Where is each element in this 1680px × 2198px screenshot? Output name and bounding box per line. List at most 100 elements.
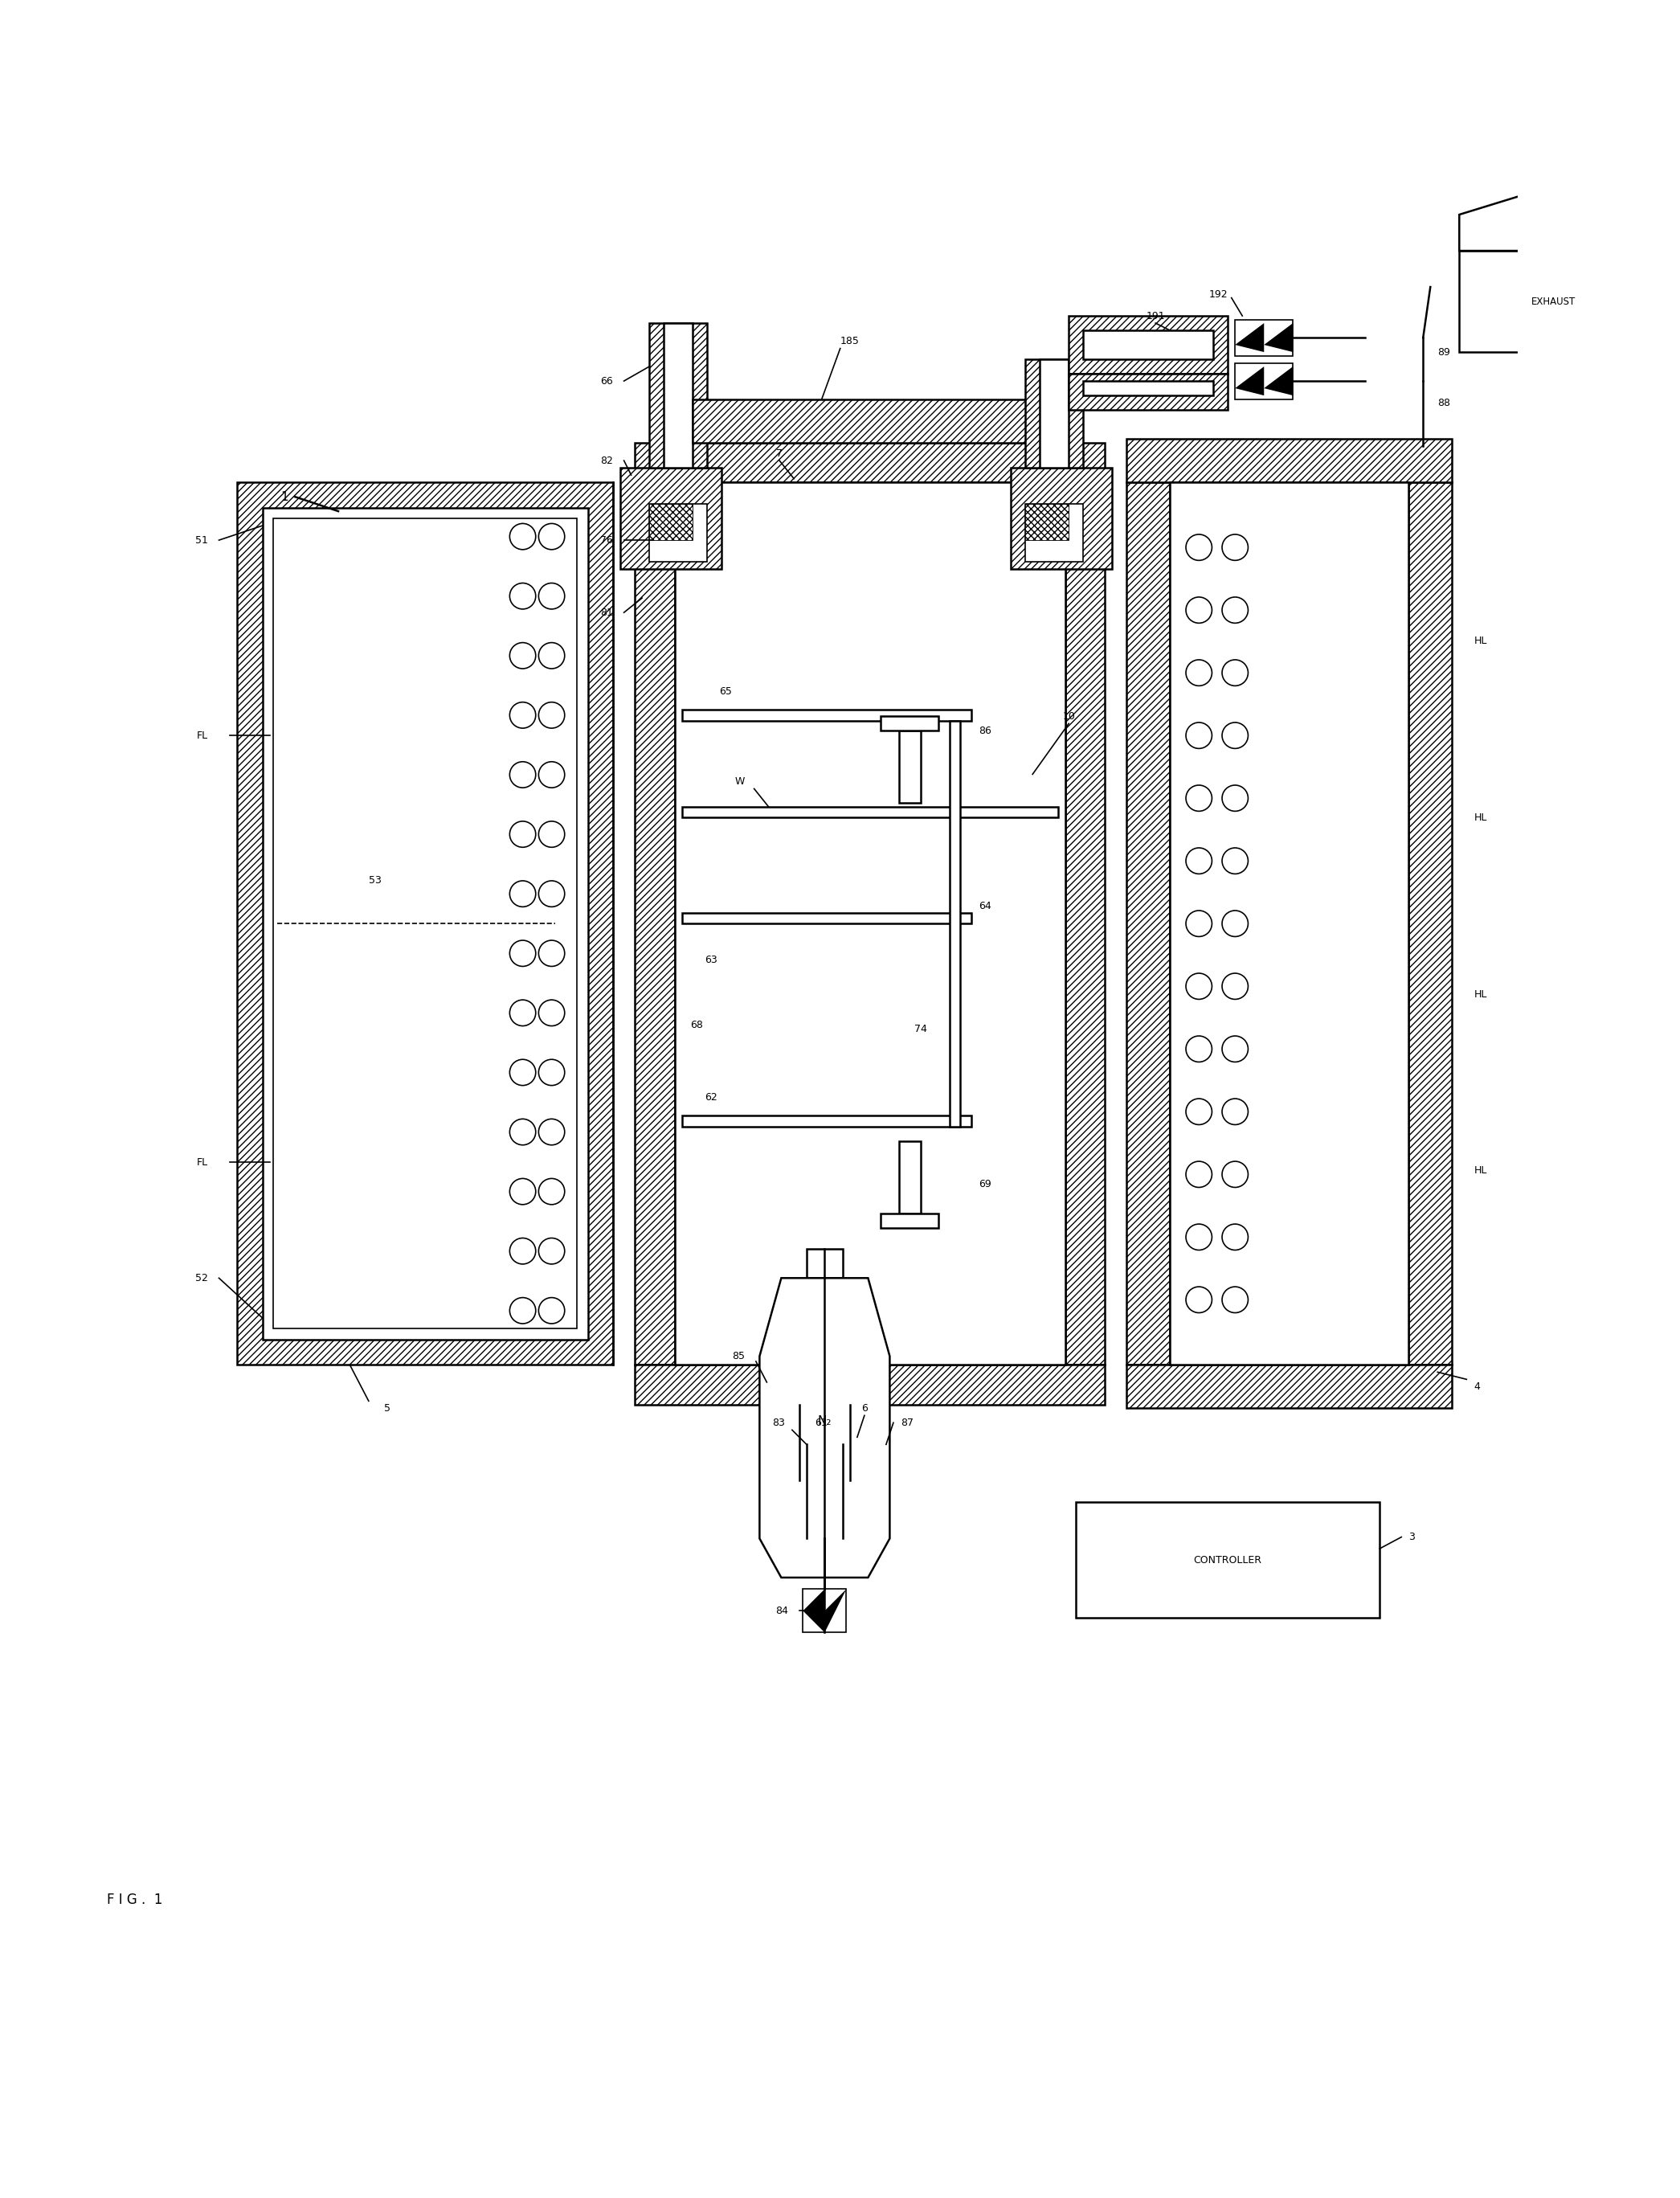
Circle shape xyxy=(509,1000,536,1026)
Circle shape xyxy=(1221,534,1248,560)
Circle shape xyxy=(539,1178,564,1205)
Circle shape xyxy=(509,642,536,668)
Circle shape xyxy=(1221,1224,1248,1251)
Circle shape xyxy=(539,881,564,908)
Text: 66: 66 xyxy=(600,376,613,387)
Text: 5: 5 xyxy=(385,1402,391,1413)
Text: 192: 192 xyxy=(1210,288,1228,299)
Bar xyxy=(1068,374,1228,411)
Text: 51: 51 xyxy=(195,534,208,545)
Text: 85: 85 xyxy=(732,1352,746,1361)
Circle shape xyxy=(509,1297,536,1323)
Bar xyxy=(1127,440,1452,481)
Circle shape xyxy=(509,582,536,609)
Circle shape xyxy=(539,523,564,550)
Text: HL: HL xyxy=(1473,813,1487,822)
Circle shape xyxy=(1221,910,1248,936)
Circle shape xyxy=(509,1178,536,1205)
Circle shape xyxy=(539,763,564,787)
Text: 84: 84 xyxy=(776,1605,788,1616)
Bar xyxy=(1169,481,1408,1365)
Circle shape xyxy=(1186,659,1211,686)
Circle shape xyxy=(509,822,536,846)
Circle shape xyxy=(1221,974,1248,1000)
Bar xyxy=(1408,481,1452,1365)
Circle shape xyxy=(539,701,564,728)
Text: 81: 81 xyxy=(600,607,613,618)
Text: 7: 7 xyxy=(776,448,783,459)
Bar xyxy=(1127,1365,1452,1409)
Bar xyxy=(682,710,971,721)
Bar xyxy=(1084,380,1213,396)
Text: W: W xyxy=(734,776,744,787)
Text: 82: 82 xyxy=(600,455,613,466)
Bar xyxy=(1068,317,1228,374)
Bar xyxy=(806,1248,843,1277)
Text: 52: 52 xyxy=(195,1273,208,1284)
Bar xyxy=(771,1444,879,1481)
Circle shape xyxy=(1186,1099,1211,1125)
Bar xyxy=(664,323,692,468)
Bar xyxy=(880,1213,939,1229)
Bar xyxy=(262,508,588,1339)
Circle shape xyxy=(539,941,564,967)
Circle shape xyxy=(1221,598,1248,622)
Circle shape xyxy=(539,1059,564,1086)
Bar xyxy=(682,1117,971,1128)
Text: F I G .  1: F I G . 1 xyxy=(108,1892,163,1908)
Text: FL: FL xyxy=(197,730,208,741)
Circle shape xyxy=(1221,1161,1248,1187)
Bar xyxy=(899,732,921,802)
Bar xyxy=(1084,330,1213,358)
Bar xyxy=(1075,1501,1379,1618)
Text: HL: HL xyxy=(1473,1165,1487,1176)
Circle shape xyxy=(509,1119,536,1145)
Text: 88: 88 xyxy=(1438,398,1450,409)
Circle shape xyxy=(509,1059,536,1086)
Text: HL: HL xyxy=(1473,989,1487,1000)
Bar xyxy=(620,468,722,569)
Bar xyxy=(692,400,1062,442)
Text: 53: 53 xyxy=(368,875,381,886)
Text: 62: 62 xyxy=(704,1092,717,1103)
Circle shape xyxy=(509,763,536,787)
Bar xyxy=(1235,319,1294,356)
Polygon shape xyxy=(1235,323,1263,352)
Text: 63: 63 xyxy=(704,954,717,965)
Circle shape xyxy=(1221,1099,1248,1125)
Bar xyxy=(1040,358,1068,468)
Polygon shape xyxy=(1460,185,1648,251)
Circle shape xyxy=(539,1237,564,1264)
Circle shape xyxy=(509,701,536,728)
Polygon shape xyxy=(759,1277,890,1578)
Circle shape xyxy=(1221,659,1248,686)
Circle shape xyxy=(1221,785,1248,811)
Text: N₂: N₂ xyxy=(818,1416,832,1427)
Polygon shape xyxy=(825,1589,847,1633)
Text: 6: 6 xyxy=(862,1402,867,1413)
Bar xyxy=(1127,481,1169,1365)
Bar xyxy=(1065,481,1105,1365)
Circle shape xyxy=(1186,974,1211,1000)
Bar xyxy=(1025,503,1068,541)
Text: 65: 65 xyxy=(719,686,731,697)
Bar xyxy=(635,442,1105,481)
Circle shape xyxy=(1221,848,1248,875)
Circle shape xyxy=(509,523,536,550)
Circle shape xyxy=(539,822,564,846)
Bar xyxy=(1011,468,1112,569)
Text: 69: 69 xyxy=(978,1178,991,1189)
Text: 64: 64 xyxy=(978,901,991,912)
Circle shape xyxy=(539,1000,564,1026)
Bar xyxy=(1025,358,1084,468)
Circle shape xyxy=(539,642,564,668)
Text: 10: 10 xyxy=(1062,712,1075,721)
Circle shape xyxy=(509,941,536,967)
Text: CONTROLLER: CONTROLLER xyxy=(1194,1554,1262,1565)
Circle shape xyxy=(1186,534,1211,560)
Circle shape xyxy=(1186,910,1211,936)
Circle shape xyxy=(1186,1286,1211,1312)
Text: HL: HL xyxy=(1473,635,1487,646)
Circle shape xyxy=(1186,848,1211,875)
Text: 74: 74 xyxy=(914,1024,927,1035)
